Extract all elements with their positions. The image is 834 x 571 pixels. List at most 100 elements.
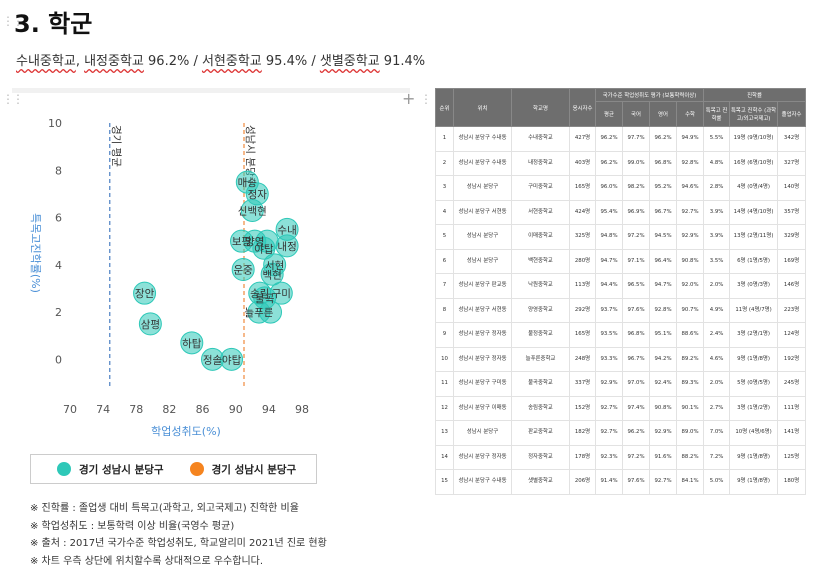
table-cell: 223명 [777,297,807,323]
table-cell: 4.9% [703,297,731,323]
table-cell: 백현중학교 [511,248,570,274]
table-cell: 성남시 분당구 이매동 [453,395,512,421]
table-cell: 14명 (4명/10명) [729,199,779,225]
page-title: 3. 학군 [14,10,93,38]
data-point-label: 신백현 [238,205,267,217]
table-cell: 10명 (4명/6명) [729,420,779,446]
data-point-label: 내정 [277,241,296,253]
drag-handle-icon[interactable]: ⋮⋮ [2,14,24,28]
table-cell: 97.2% [622,444,650,470]
table-cell: 15 [435,469,454,495]
table-cell: 3명 (0명/3명) [729,273,779,299]
header-school: 학교명 [511,88,570,127]
table-cell: 92.7% [595,395,623,421]
table-row: 12 성남시 분당구 이매동 송림중학교 152명 92.7% 97.4% 90.8% 90.… [435,395,807,421]
table-cell: 91.6% [649,444,677,470]
table-cell: 92.9% [675,224,705,250]
chart-top-bar [12,88,410,93]
header-math: 수학 [675,101,705,127]
table-cell: 판교중학교 [511,420,570,446]
table-cell: 92.8% [675,150,705,176]
table-row: 2 성남시 분당구 수내동 내정중학교 403명 96.2% 99.0% 96.8% 92.8… [435,150,807,176]
legend-item: 경기 성남시 분당구 [189,462,296,477]
x-tick-label: 74 [96,403,110,416]
chart-drag-handle-icon[interactable]: ⋮⋮ [2,92,24,106]
data-point-label: 구미 [272,288,291,300]
table-cell: 94.9% [675,126,705,152]
table-row: 3 성남시 분당구 구미중학교 165명 96.0% 98.2% 95.2% 94.6% 2.8… [435,175,807,201]
x-axis-label: 학업성취도(%) [151,425,221,438]
x-tick-label: 90 [229,403,243,416]
table-cell: 94.4% [595,273,623,299]
data-point-label: 보평 [232,236,251,248]
data-point-label: 삼평 [141,319,160,331]
y-tick-label: 10 [48,117,62,130]
table-cell: 89.3% [675,371,705,397]
table-cell: 90.8% [649,395,677,421]
data-point [220,347,244,371]
table-cell: 93.3% [595,346,623,372]
data-point-label: 야탑 [222,353,242,366]
table-cell: 337명 [569,371,596,397]
table-cell: 6명 (1명/5명) [729,248,779,274]
table-cell: 9명 (1명/8명) [729,346,779,372]
table-cell: 2.4% [703,322,731,348]
y-tick-label: 6 [55,212,62,225]
table-cell: 성남시 분당구 서현동 [453,199,512,225]
table-cell: 96.7% [622,346,650,372]
data-point-label: 수내 [277,224,296,236]
data-point [133,281,157,305]
table-cell: 96.2% [595,150,623,176]
table-cell: 구미중학교 [511,175,570,201]
table-cell: 성남시 분당구 수내동 [453,126,512,152]
header-special-rate: 특목고 진학률 [703,101,731,127]
table-cell: 92.3% [595,444,623,470]
table-cell: 92.0% [675,273,705,299]
data-point [138,312,162,336]
legend-marker-teal [57,462,71,476]
table-cell: 1 [435,126,454,152]
table-cell: 4.8% [703,150,731,176]
table-cell: 403명 [569,150,596,176]
table-cell: 2 [435,150,454,176]
table-cell: 342명 [777,126,807,152]
table-cell: 9 [435,322,454,348]
data-point-label: 정자 [248,189,268,201]
table-cell: 357명 [777,199,807,225]
table-cell: 샛별중학교 [511,469,570,495]
table-cell: 3 [435,175,454,201]
data-point-label: 운중 [234,265,254,277]
data-point [259,300,283,324]
header-graduates: 졸업자수 [777,101,807,127]
table-cell: 96.0% [595,175,623,201]
note-line: ※ 출처 : 2017년 국가수준 학업성취도, 학교알리미 2021년 진로 … [30,538,327,549]
table-cell: 280명 [569,248,596,274]
table-cell: 94.5% [649,224,677,250]
table-cell: 125명 [777,444,807,470]
table-cell: 성남시 분당구 수내동 [453,150,512,176]
table-cell: 92.7% [675,199,705,225]
table-cell: 성남시 분당구 수내동 [453,469,512,495]
x-tick-label: 70 [63,403,77,416]
reference-line-label: 경기 평균 [110,125,123,167]
y-axis-label: 특목고진학률(%) [29,213,42,293]
table-cell: 245명 [777,371,807,397]
plus-icon[interactable]: + [402,89,416,108]
table-row: 7 성남시 분당구 판교동 낙원중학교 113명 94.4% 96.5% 94.7% 92.0… [435,273,807,299]
chart-notes: ※ 진학률 : 졸업생 대비 특목고(과학고, 외고국제고) 진학한 비율 ※ … [30,500,327,570]
table-cell: 97.7% [622,126,650,152]
table-cell: 성남시 분당구 [453,224,512,250]
header-achievement: 국가수준 학업성취도 평가 (보통학력이상) [594,88,705,102]
table-row: 13 성남시 분당구 판교중학교 182명 92.7% 96.2% 92.9% 89.0% 7.… [435,420,807,446]
table-cell: 96.2% [595,126,623,152]
table-cell: 2.7% [703,395,731,421]
table-row: 8 성남시 분당구 서현동 양영중학교 292명 93.7% 97.6% 92.8% 90.7… [435,297,807,323]
table-cell: 정자중학교 [511,444,570,470]
y-tick-label: 4 [55,259,62,272]
table-cell: 4명 (0명/4명) [729,175,779,201]
header-examinees: 응시자수 [569,88,596,127]
table-cell: 141명 [777,420,807,446]
scatter-chart: 70 74 78 82 86 90 94 98 0 2 4 6 8 10 학업성취도(%) 특목고진학률(%)… [29,117,309,438]
table-cell: 양영중학교 [511,297,570,323]
table-cell: 7.0% [703,420,731,446]
